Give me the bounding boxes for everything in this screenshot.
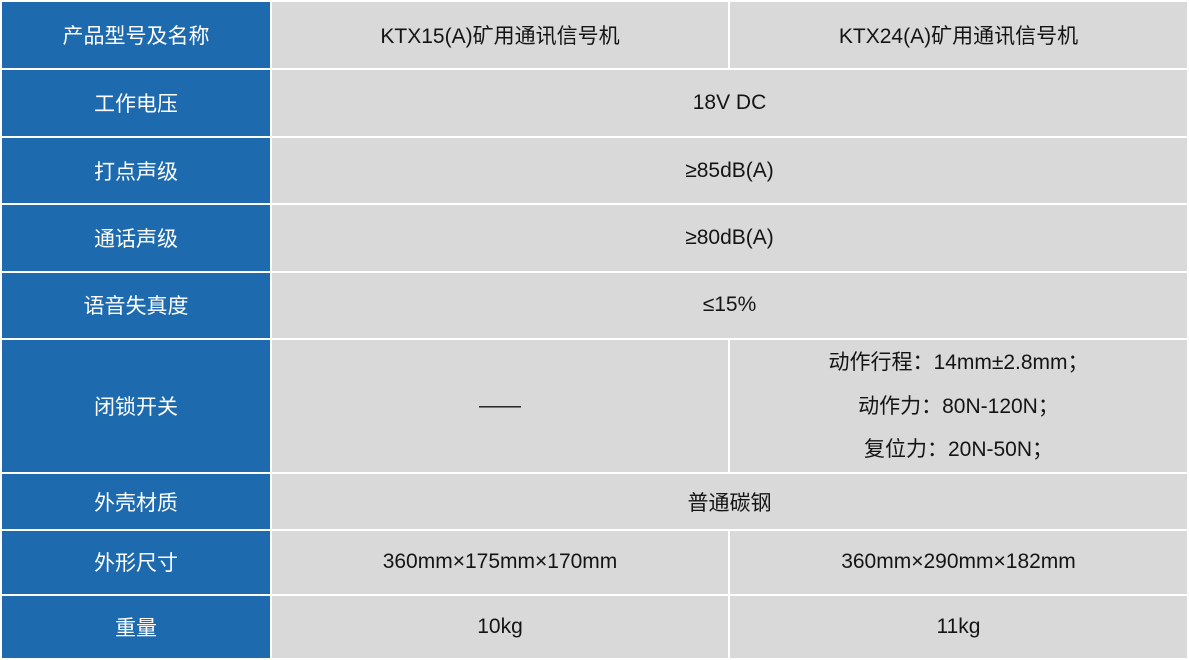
table-row-dimensions: 外形尺寸 360mm×175mm×170mm 360mm×290mm×182mm xyxy=(2,531,1187,594)
table-row-strike-sound-level: 打点声级 ≥85dB(A) xyxy=(2,137,1187,204)
row-header-product-model: 产品型号及名称 xyxy=(2,2,270,69)
cell-weight-ktx24: 11kg xyxy=(730,595,1187,658)
cell-call-sound-level: ≥80dB(A) xyxy=(272,205,1187,271)
row-header-strike-sound-level: 打点声级 xyxy=(2,137,270,204)
table-row-working-voltage: 工作电压 18V DC xyxy=(2,70,1187,136)
cell-working-voltage: 18V DC xyxy=(272,70,1187,136)
cell-model-ktx15: KTX15(A)矿用通讯信号机 xyxy=(272,2,728,69)
row-header-call-sound-level: 通话声级 xyxy=(2,205,270,271)
table-row-weight: 重量 10kg 11kg xyxy=(2,595,1187,658)
row-header-working-voltage: 工作电压 xyxy=(2,70,270,136)
table-row-voice-distortion: 语音失真度 ≤15% xyxy=(2,272,1187,339)
row-header-weight: 重量 xyxy=(2,595,270,658)
cell-locking-switch-ktx24: 动作行程：14mm±2.8mm； 动作力：80N-120N； 复位力：20N-5… xyxy=(730,340,1187,473)
cell-locking-switch-ktx15: —— xyxy=(272,340,728,473)
cell-model-ktx24: KTX24(A)矿用通讯信号机 xyxy=(730,2,1187,69)
row-header-dimensions: 外形尺寸 xyxy=(2,531,270,594)
cell-shell-material: 普通碳钢 xyxy=(272,474,1187,530)
table-row-call-sound-level: 通话声级 ≥80dB(A) xyxy=(2,205,1187,271)
cell-voice-distortion: ≤15% xyxy=(272,272,1187,339)
row-header-shell-material: 外壳材质 xyxy=(2,474,270,530)
table-row-product-model: 产品型号及名称 KTX15(A)矿用通讯信号机 KTX24(A)矿用通讯信号机 xyxy=(2,2,1187,69)
cell-dimensions-ktx15: 360mm×175mm×170mm xyxy=(272,531,728,594)
cell-weight-ktx15: 10kg xyxy=(272,595,728,658)
cell-dimensions-ktx24: 360mm×290mm×182mm xyxy=(730,531,1187,594)
row-header-locking-switch: 闭锁开关 xyxy=(2,340,270,473)
cell-strike-sound-level: ≥85dB(A) xyxy=(272,137,1187,204)
table-row-locking-switch: 闭锁开关 —— 动作行程：14mm±2.8mm； 动作力：80N-120N； 复… xyxy=(2,340,1187,473)
table-row-shell-material: 外壳材质 普通碳钢 xyxy=(2,474,1187,530)
row-header-voice-distortion: 语音失真度 xyxy=(2,272,270,339)
